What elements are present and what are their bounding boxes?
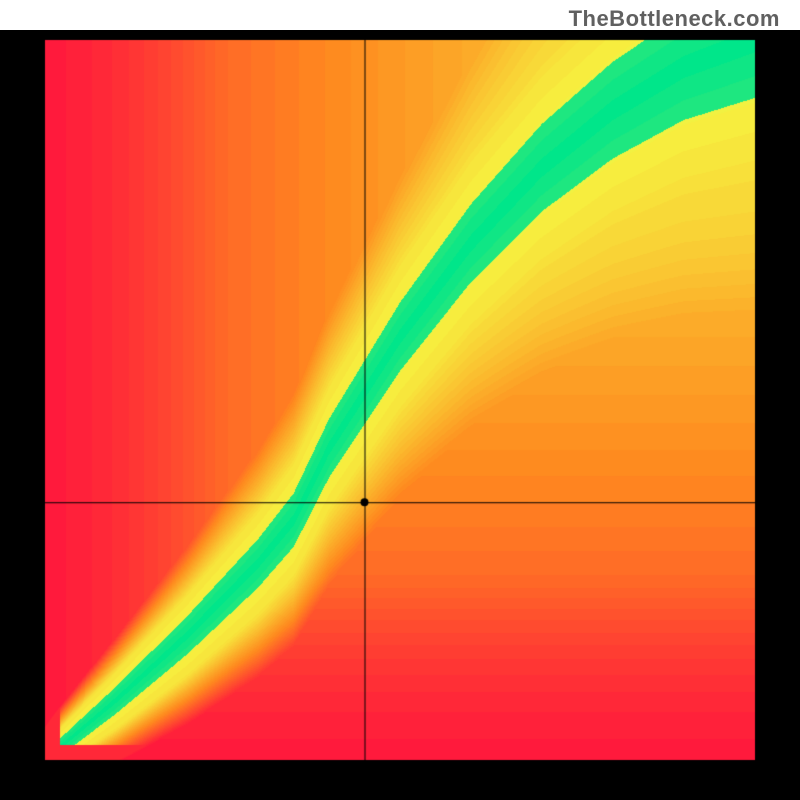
heatmap-canvas [0, 30, 800, 800]
watermark-text: TheBottleneck.com [569, 6, 780, 32]
chart-container: TheBottleneck.com [0, 0, 800, 800]
plot-frame [0, 30, 800, 800]
